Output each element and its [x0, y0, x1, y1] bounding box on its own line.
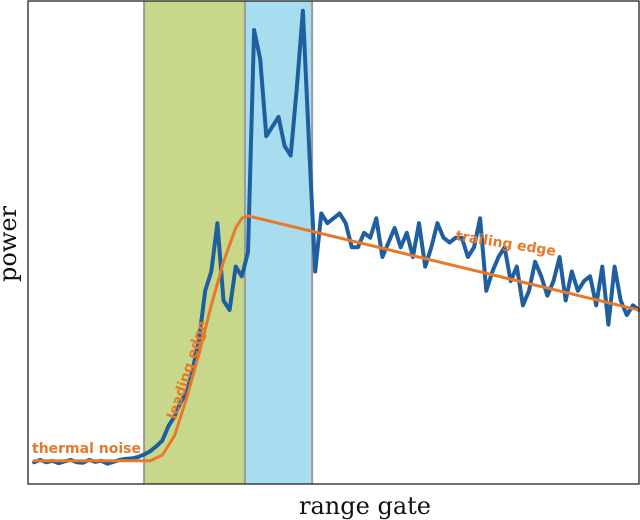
plot-frame — [27, 0, 640, 485]
series-line-waveform — [32, 8, 640, 466]
y-axis-title: power — [0, 205, 22, 282]
x-axis-title: range gate — [299, 492, 431, 520]
series-layer — [32, 8, 640, 466]
leading-edge-band — [144, 1, 245, 484]
bands-layer — [143, 1, 314, 484]
series-line-model-fit — [32, 214, 640, 463]
peak-band — [244, 1, 313, 484]
annotation-thermal-noise: thermal noise — [32, 441, 141, 457]
